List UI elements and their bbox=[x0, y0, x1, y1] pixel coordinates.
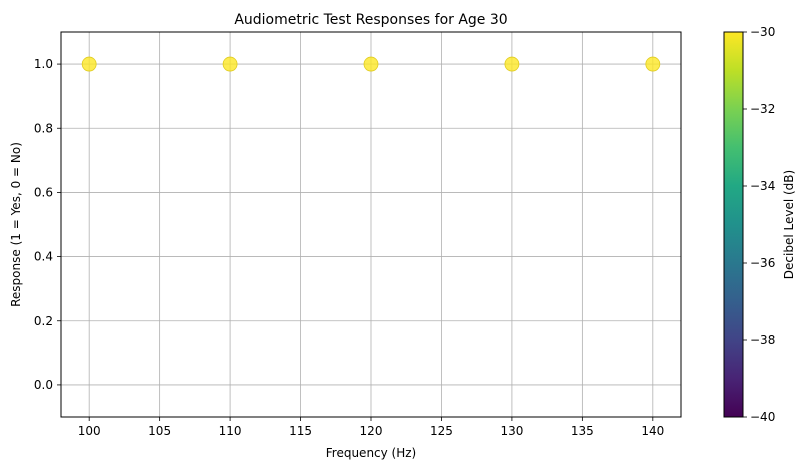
data-point bbox=[222, 56, 238, 72]
colorbar-tick-label: −38 bbox=[750, 333, 775, 347]
data-point bbox=[81, 56, 97, 72]
colorbar-tick-label: −32 bbox=[750, 102, 775, 116]
x-tick-label: 125 bbox=[430, 424, 453, 438]
x-tick-label: 110 bbox=[219, 424, 242, 438]
colorbar-tick-label: −30 bbox=[750, 25, 775, 39]
data-point bbox=[363, 56, 379, 72]
x-axis-ticks: 100 105 110 115 120 125 130 135 140 bbox=[78, 417, 664, 438]
y-tick-label: 0.0 bbox=[34, 378, 53, 392]
x-tick-label: 135 bbox=[571, 424, 594, 438]
y-tick-label: 0.4 bbox=[34, 250, 53, 264]
x-tick-label: 130 bbox=[500, 424, 523, 438]
colorbar bbox=[723, 31, 744, 418]
y-tick-label: 0.8 bbox=[34, 121, 53, 135]
colorbar-tick-label: −40 bbox=[750, 410, 775, 424]
data-point bbox=[645, 56, 661, 72]
x-tick-label: 105 bbox=[148, 424, 171, 438]
x-tick-label: 120 bbox=[360, 424, 383, 438]
y-axis-label: Response (1 = Yes, 0 = No) bbox=[9, 142, 23, 307]
colorbar-tick-label: −36 bbox=[750, 256, 775, 270]
data-points bbox=[81, 56, 661, 72]
x-tick-label: 140 bbox=[641, 424, 664, 438]
chart-title: Audiometric Test Responses for Age 30 bbox=[234, 12, 507, 28]
x-axis-label: Frequency (Hz) bbox=[326, 446, 417, 460]
data-point bbox=[504, 56, 520, 72]
colorbar-ticks: −40 −38 −36 −34 −32 −30 bbox=[743, 25, 775, 424]
colorbar-label: Decibel Level (dB) bbox=[782, 170, 796, 279]
x-tick-label: 115 bbox=[289, 424, 312, 438]
y-tick-label: 1.0 bbox=[34, 57, 53, 71]
y-tick-label: 0.6 bbox=[34, 185, 53, 199]
x-tick-label: 100 bbox=[78, 424, 101, 438]
grid bbox=[61, 32, 681, 417]
colorbar-tick-label: −34 bbox=[750, 179, 775, 193]
y-tick-label: 0.2 bbox=[34, 314, 53, 328]
y-axis-ticks: 0.0 0.2 0.4 0.6 0.8 1.0 bbox=[34, 57, 61, 392]
